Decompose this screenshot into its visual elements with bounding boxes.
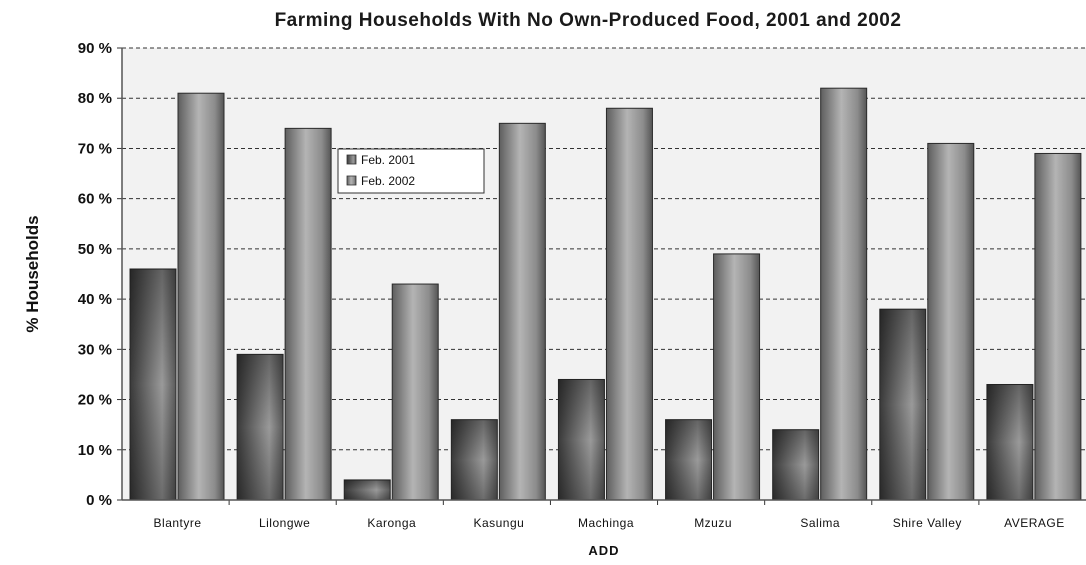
bar-shade	[986, 384, 1033, 500]
x-axis-label: ADD	[588, 543, 619, 558]
y-tick-label: 40 %	[78, 291, 112, 308]
bar-2002	[1034, 152, 1082, 501]
bar-shade	[451, 419, 498, 500]
x-tick-label: Salima	[800, 516, 840, 530]
bar-shade	[344, 479, 391, 500]
y-tick-label: 0 %	[86, 492, 112, 509]
x-axis-ticks: Blantyre Lilongwe Karonga Kasungu Machinga Mz…	[154, 500, 1065, 530]
y-tick-label: 90 %	[78, 40, 112, 57]
x-tick-label: Blantyre	[154, 516, 202, 530]
y-axis-label: % Households	[23, 215, 42, 332]
bar-shade	[772, 429, 819, 500]
bar-2002	[713, 253, 761, 501]
bar-2002	[927, 142, 975, 501]
y-axis-ticks: 0 % 10 % 20 % 30 % 40 % 50 % 60 % 70 % 80 % 90 %	[78, 40, 122, 509]
legend: Feb. 2001 Feb. 2002	[337, 148, 485, 194]
y-tick-label: 20 %	[78, 392, 112, 409]
bars	[129, 87, 1082, 501]
legend-label-2001: Feb. 2001	[361, 153, 415, 167]
bar-shade	[879, 309, 926, 500]
bar-2002	[391, 283, 439, 501]
bar-shade	[558, 379, 605, 500]
y-tick-label: 10 %	[78, 442, 112, 459]
y-tick-label: 60 %	[78, 191, 112, 208]
y-tick-label: 70 %	[78, 140, 112, 157]
x-tick-label: Shire Valley	[893, 516, 962, 530]
bar-2002	[284, 127, 332, 501]
legend-box	[337, 148, 485, 194]
x-tick-label: Karonga	[367, 516, 416, 530]
legend-swatch-2002	[346, 175, 357, 186]
bar-shade	[130, 268, 176, 500]
legend-swatch-2001	[346, 154, 357, 165]
bar-2002	[177, 92, 225, 501]
chart-title: Farming Households With No Own-Produced …	[275, 10, 902, 31]
x-tick-label: AVERAGE	[1004, 516, 1065, 530]
bar-shade	[237, 354, 284, 500]
x-tick-label: Kasungu	[473, 516, 524, 530]
legend-label-2002: Feb. 2002	[361, 174, 415, 188]
x-tick-label: Mzuzu	[694, 516, 732, 530]
y-tick-label: 50 %	[78, 241, 112, 258]
bar-shade	[665, 419, 712, 500]
bar-2002	[498, 122, 546, 501]
y-tick-label: 80 %	[78, 90, 112, 107]
bar-2002	[605, 107, 653, 501]
x-tick-label: Lilongwe	[259, 516, 310, 530]
y-tick-label: 30 %	[78, 341, 112, 358]
x-tick-label: Machinga	[578, 516, 634, 530]
bar-2002	[820, 87, 868, 501]
